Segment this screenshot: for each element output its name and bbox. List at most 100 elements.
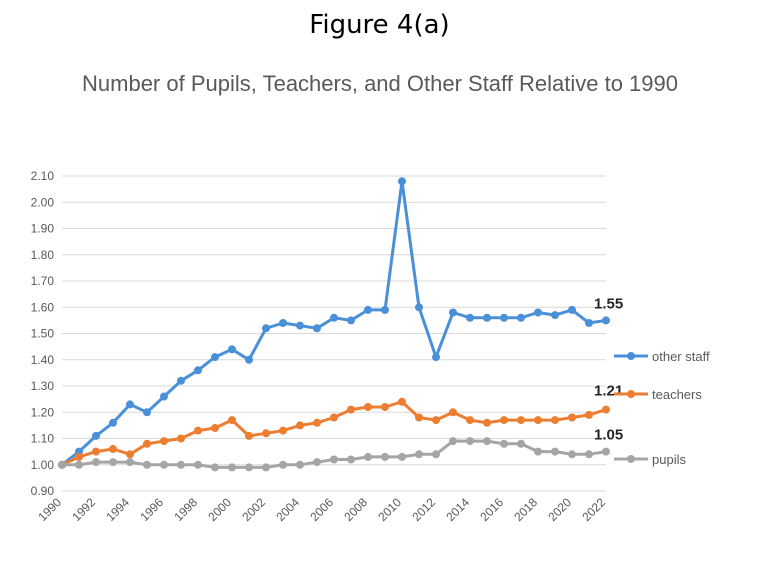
- x-tick-label: 1992: [69, 495, 98, 524]
- data-point: [381, 452, 389, 461]
- legend-swatch-marker: [627, 455, 635, 463]
- data-point: [177, 434, 185, 443]
- data-point: [432, 450, 440, 459]
- data-point: [330, 313, 338, 322]
- data-point: [415, 450, 423, 459]
- x-axis-tick-labels: 1990 1992 1994 1996 1998 2000 2002 2004 2006 2008…: [35, 495, 608, 524]
- data-point: [296, 421, 304, 430]
- data-point: [364, 305, 372, 314]
- data-point: [500, 439, 508, 448]
- x-tick-label: 2000: [205, 495, 234, 524]
- data-point: [296, 321, 304, 330]
- data-point: [211, 463, 219, 472]
- legend-label: other staff: [652, 349, 710, 364]
- data-point: [398, 397, 406, 406]
- y-tick-label: 1.40: [31, 353, 55, 367]
- y-axis-tick-labels: 0.90 1.00 1.10 1.20 1.30 1.40 1.50 1.60 1.70 1.80…: [31, 169, 55, 498]
- x-tick-label: 1994: [103, 495, 132, 524]
- data-point: [449, 408, 457, 417]
- chart-title: Number of Pupils, Teachers, and Other St…: [82, 71, 678, 96]
- legend-swatch-marker: [627, 390, 635, 398]
- data-point: [160, 460, 168, 469]
- data-point: [313, 324, 321, 333]
- legend-item: teachers: [614, 387, 702, 402]
- data-point: [160, 392, 168, 401]
- data-point: [398, 177, 406, 186]
- legend-swatch-marker: [627, 352, 635, 360]
- data-point: [602, 316, 610, 325]
- data-point: [279, 426, 287, 435]
- data-point: [228, 345, 236, 354]
- legend-label: teachers: [652, 387, 702, 402]
- data-point: [262, 429, 270, 438]
- data-point: [534, 308, 542, 317]
- data-point: [262, 324, 270, 333]
- data-point: [517, 439, 525, 448]
- data-point: [466, 313, 474, 322]
- data-point: [483, 437, 491, 446]
- data-point: [194, 426, 202, 435]
- x-tick-label: 1996: [137, 495, 166, 524]
- data-point: [568, 305, 576, 314]
- data-point: [534, 447, 542, 456]
- data-point: [143, 460, 151, 469]
- data-point: [483, 418, 491, 427]
- data-point: [517, 313, 525, 322]
- data-point: [602, 447, 610, 456]
- y-tick-label: 1.20: [31, 405, 55, 419]
- data-point: [194, 366, 202, 375]
- data-point: [313, 418, 321, 427]
- gridlines: [62, 175, 606, 492]
- data-point: [602, 405, 610, 414]
- x-tick-label: 2004: [273, 495, 302, 524]
- data-point: [58, 460, 66, 469]
- data-point: [75, 460, 83, 469]
- data-point: [585, 450, 593, 459]
- data-point: [568, 450, 576, 459]
- data-point: [92, 458, 100, 467]
- data-point: [160, 437, 168, 446]
- data-point: [415, 303, 423, 312]
- data-point: [92, 447, 100, 456]
- y-tick-label: 0.90: [31, 484, 55, 498]
- legend: other staff teachers pupils: [614, 349, 710, 467]
- y-tick-label: 1.30: [31, 379, 55, 393]
- x-tick-label: 2020: [545, 495, 574, 524]
- series-other-staff: [58, 177, 610, 469]
- data-point: [330, 455, 338, 464]
- y-tick-label: 1.60: [31, 300, 55, 314]
- data-point: [228, 463, 236, 472]
- data-point: [279, 460, 287, 469]
- data-point: [449, 437, 457, 446]
- data-point: [126, 400, 134, 409]
- data-point: [585, 410, 593, 419]
- data-point: [449, 308, 457, 317]
- data-point: [483, 313, 491, 322]
- y-tick-label: 1.00: [31, 458, 55, 472]
- data-point: [126, 458, 134, 467]
- y-tick-label: 1.10: [31, 432, 55, 446]
- data-point: [194, 460, 202, 469]
- x-tick-label: 1990: [35, 495, 64, 524]
- data-point: [568, 413, 576, 422]
- data-point: [551, 416, 559, 425]
- data-point: [347, 405, 355, 414]
- end-value-label: 1.55: [594, 295, 623, 312]
- data-point: [143, 408, 151, 417]
- legend-label: pupils: [652, 452, 686, 467]
- x-tick-label: 2018: [511, 495, 540, 524]
- y-tick-label: 2.10: [31, 169, 55, 183]
- data-point: [347, 455, 355, 464]
- end-value-label: 1.21: [594, 383, 623, 400]
- series-pupils: [58, 437, 610, 472]
- series-line: [61, 179, 607, 466]
- data-point: [347, 316, 355, 325]
- data-point: [432, 416, 440, 425]
- data-point: [500, 313, 508, 322]
- data-point: [415, 413, 423, 422]
- data-point: [109, 418, 117, 427]
- x-tick-label: 2016: [477, 495, 506, 524]
- data-point: [364, 452, 372, 461]
- series-lines: [58, 177, 610, 472]
